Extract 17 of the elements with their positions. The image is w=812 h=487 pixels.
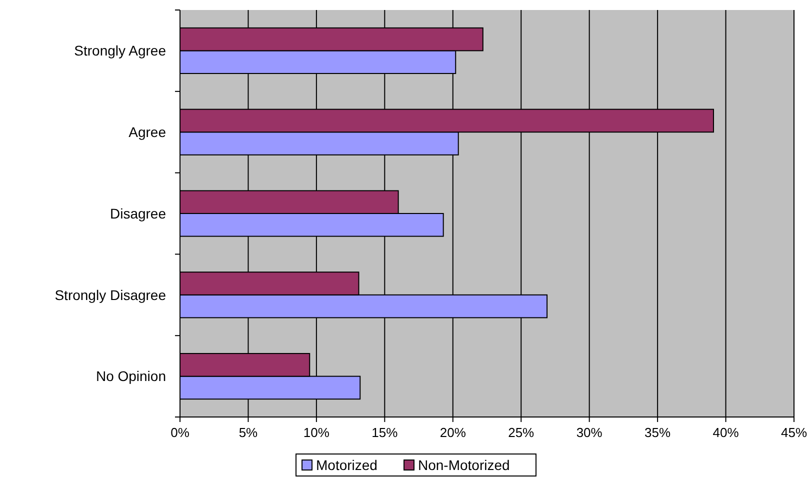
x-tick-label: 25% bbox=[508, 425, 535, 440]
x-tick-label: 30% bbox=[576, 425, 603, 440]
y-tick-label: Agree bbox=[128, 124, 166, 140]
x-tick-label: 45% bbox=[780, 425, 808, 440]
legend-label: Motorized bbox=[316, 456, 378, 473]
y-tick-label: Disagree bbox=[110, 205, 166, 222]
x-tick-label: 10% bbox=[303, 425, 330, 440]
x-tick-label: 20% bbox=[440, 425, 466, 440]
x-tick-label: 40% bbox=[712, 425, 740, 440]
x-tick-label: 0% bbox=[170, 425, 190, 440]
x-tick-label: 15% bbox=[372, 425, 398, 440]
y-tick-label: Strongly Agree bbox=[74, 42, 166, 59]
y-tick-label: No Opinion bbox=[96, 368, 166, 384]
x-tick-label: 35% bbox=[644, 425, 671, 440]
legend-label: Non-Motorized bbox=[418, 456, 510, 473]
x-tick-label: 5% bbox=[238, 425, 258, 440]
y-tick-label: Strongly Disagree bbox=[54, 286, 166, 303]
